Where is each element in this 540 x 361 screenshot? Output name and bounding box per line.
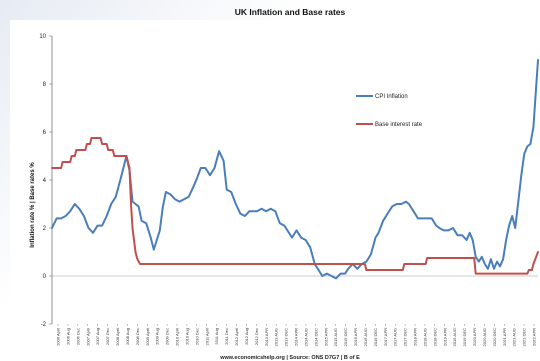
y-tick-label: 10 [39, 34, 46, 40]
x-tick-label: 2006 Aug [65, 328, 70, 345]
legend: CPI Inflation Base interest rate [356, 94, 423, 128]
x-tick-label: 2012 April [234, 328, 239, 346]
y-axis-label: Inflation rate % | Base rates % [30, 162, 36, 248]
legend-label-base-rate: Base interest rate [375, 122, 423, 128]
x-tick-label: 2016 APR [353, 328, 358, 346]
y-tick-label: 4 [43, 178, 47, 184]
x-tick-label: 2006 April [56, 328, 61, 346]
x-tick-label: 2015 APR [323, 328, 328, 346]
x-tick-label: 2008 April [115, 328, 120, 346]
plot-area: -2 0 2 4 6 8 10 2006 April 2006 Aug 2006 Dec 2007 … [39, 34, 539, 347]
x-tick-label: 2010 Dec [194, 328, 199, 345]
x-tick-label: 2008 Aug [125, 328, 130, 345]
y-tick-label: -2 [41, 322, 47, 328]
x-tick-label: 2012 Dec [254, 328, 259, 345]
x-tick-label: 2013 AUG [274, 328, 279, 346]
x-tick-label: 2020 APR [472, 328, 477, 346]
x-tick-label: 2010 Aug [184, 328, 189, 345]
x-tick-label: 2015 AUG [333, 328, 338, 346]
x-tick-label: 2008 Dec [135, 328, 140, 345]
x-tick-label: 2019 AUG [452, 328, 457, 346]
x-tick-label: 2017 APR [383, 328, 388, 346]
x-tick-label: 2013 DEC [284, 328, 289, 347]
x-tick-label: 2020 AUG [482, 328, 487, 346]
x-tick-label: 2017 AUG [393, 328, 398, 346]
x-tick-label: 2021 AUG [512, 328, 517, 346]
x-tick-label: 2019 APR [442, 328, 447, 346]
x-tick-label: 2020 DEC [492, 328, 497, 347]
x-tick-label: 2019 DEC [462, 328, 467, 347]
x-tick-label: 2011 Dec [224, 328, 229, 345]
x-tick-label: 2007 April [85, 328, 90, 346]
cpi-inflation-line [51, 59, 539, 280]
x-tick-label: 2016 AUG [363, 328, 368, 346]
x-tick-label: 2012 Aug [244, 328, 249, 345]
x-tick-label: 2021 DEC [522, 328, 527, 347]
x-tick-label: 2013 APR [264, 328, 269, 346]
y-tick-label: 0 [43, 274, 47, 280]
y-tick-label: 2 [43, 226, 47, 232]
chart-panel [10, 20, 540, 361]
x-tick-label: 2009 Aug [155, 328, 160, 345]
x-tick-label: 2006 Dec [75, 328, 80, 345]
x-tick-label: 2017 DEC [403, 328, 408, 347]
chart-title: UK Inflation and Base rates [235, 7, 346, 17]
x-tick-label: 2007 Dec [105, 328, 110, 345]
x-tick-label: 2015 DEC [343, 328, 348, 347]
x-tick-label: 2018 APR [413, 328, 418, 346]
x-tick-label: 2018 AUG [422, 328, 427, 346]
x-tick-label: 2016 DEC [373, 328, 378, 347]
x-tick-label: 2011 Aug [214, 328, 219, 345]
x-tick-label: 2011 April [204, 328, 209, 346]
y-tick-label: 6 [43, 130, 47, 136]
source-note: www.economicshelp.org | Source: ONS D7G7… [219, 355, 360, 361]
base-interest-rate-line [51, 137, 539, 275]
x-tick-label: 2009 Dec [165, 328, 170, 345]
x-tick-label: 2014 DEC [313, 328, 318, 347]
x-tick-label: 2014 AUG [303, 328, 308, 346]
legend-label-cpi: CPI Inflation [375, 94, 408, 100]
x-tick-label: 2014 APR [294, 328, 299, 346]
x-tick-label: 2007 Aug [95, 328, 100, 345]
x-tick-label: 2021 APR [502, 328, 507, 346]
x-tick-label: 2009 April [145, 328, 150, 346]
x-tick-label: 2018 DEC [432, 328, 437, 347]
x-tick-label: 2010 April [175, 328, 180, 346]
y-tick-label: 8 [43, 82, 47, 88]
x-tick-label: 2022 APR [532, 328, 537, 346]
